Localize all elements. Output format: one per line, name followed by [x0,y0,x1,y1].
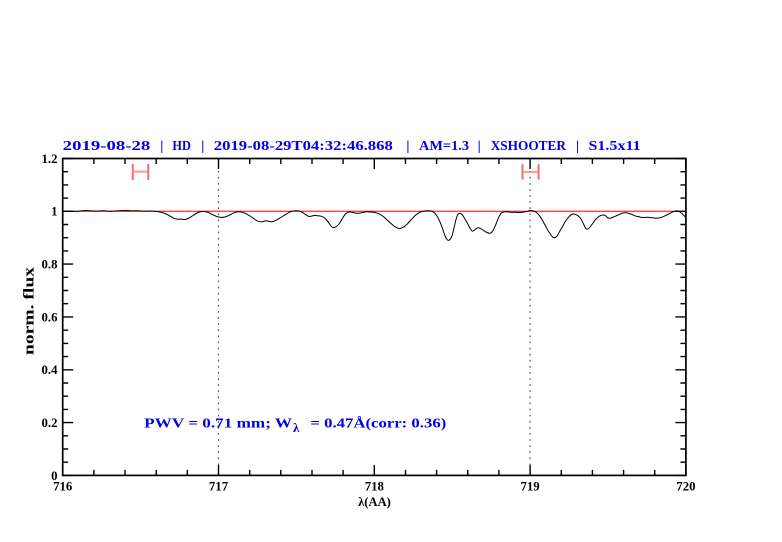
svg-text:717: 717 [209,480,229,494]
svg-text:|: | [478,139,481,154]
svg-text:2019-08-28: 2019-08-28 [63,139,151,154]
svg-text:HD: HD [172,139,191,154]
svg-text:PWV = 0.71 mm; W: PWV = 0.71 mm; W [144,416,292,431]
svg-text:719: 719 [520,480,539,494]
svg-text:|: | [201,139,204,154]
svg-text:0.4: 0.4 [42,363,59,377]
svg-text:norm. flux: norm. flux [22,266,38,355]
svg-text:AM=1.3: AM=1.3 [419,139,469,154]
svg-text:S1.5x11: S1.5x11 [589,139,641,154]
svg-text:|: | [406,139,409,154]
svg-text:0.2: 0.2 [42,416,58,430]
svg-text:λ(AA): λ(AA) [358,495,391,509]
svg-text:718: 718 [365,480,384,494]
svg-text:1.2: 1.2 [42,152,58,166]
svg-text:2019-08-29T04:32:46.868: 2019-08-29T04:32:46.868 [214,139,393,154]
svg-text:|: | [160,139,163,154]
svg-text:0: 0 [51,469,57,483]
svg-text:0.6: 0.6 [42,310,59,324]
svg-text:λ: λ [293,420,300,435]
svg-text:716: 716 [53,480,73,494]
svg-text:= 0.47Å(corr: 0.36): = 0.47Å(corr: 0.36) [310,415,446,431]
svg-text:|: | [576,139,579,154]
svg-text:0.8: 0.8 [42,258,58,272]
svg-text:XSHOOTER: XSHOOTER [491,139,567,154]
svg-text:720: 720 [676,480,695,494]
svg-text:1: 1 [51,205,57,219]
